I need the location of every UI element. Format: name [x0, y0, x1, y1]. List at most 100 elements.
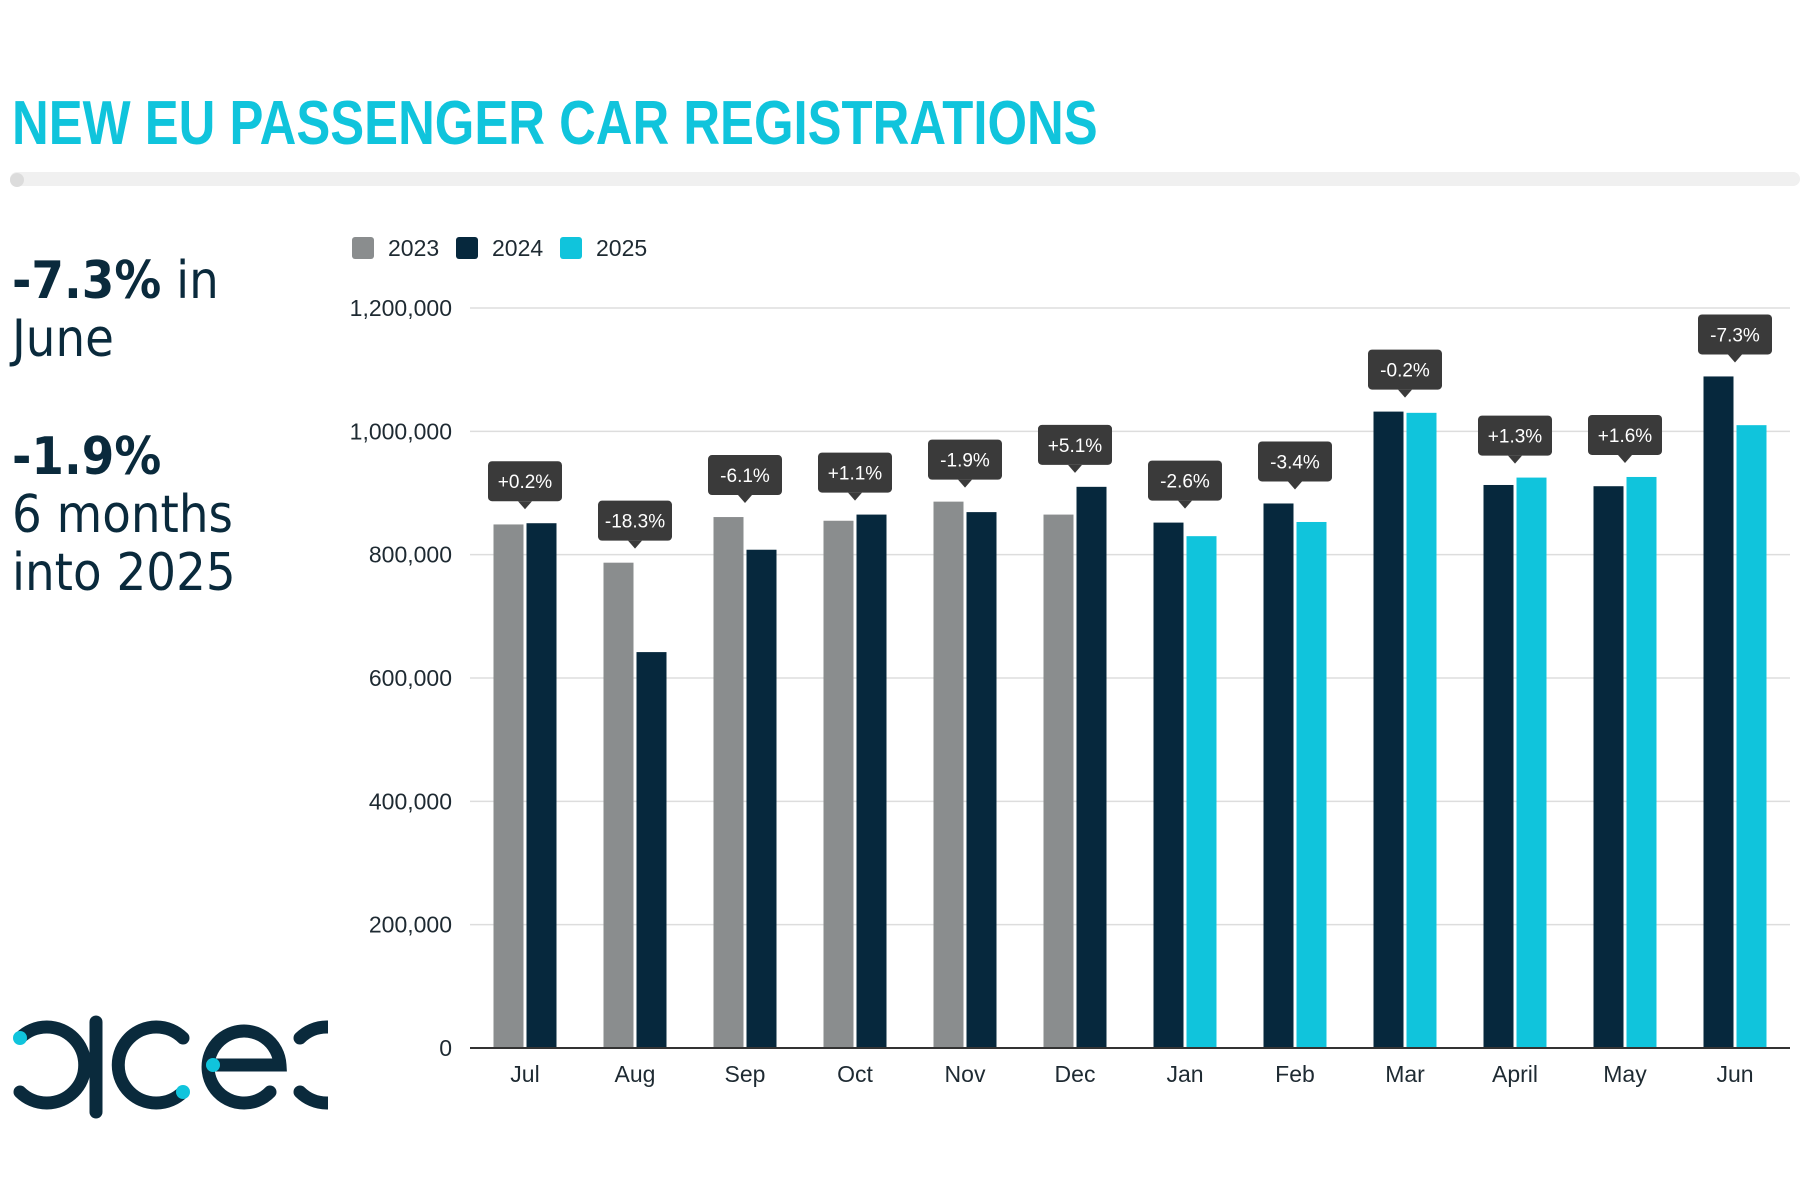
change-badge: -7.3%: [1698, 314, 1772, 363]
x-tick-label: Nov: [945, 1061, 986, 1087]
legend-label-2023: 2023: [388, 235, 439, 261]
change-badge-pointer: [1178, 500, 1192, 509]
change-badge: +1.1%: [818, 452, 892, 501]
change-badge-pointer: [848, 492, 862, 501]
x-tick-label: Aug: [615, 1061, 656, 1087]
page-title: NEW EU PASSENGER CAR REGISTRATIONS: [12, 89, 1098, 158]
change-badge-label: -2.6%: [1160, 472, 1210, 493]
chart-axes: 0 200,000 400,000 600,000 800,000 1,000,000 1,…: [350, 295, 1790, 1087]
change-badge: +1.6%: [1588, 414, 1662, 463]
change-badge-box: [598, 500, 672, 541]
change-badge-label: -0.2%: [1380, 361, 1430, 382]
change-badge-box: [708, 455, 782, 496]
y-tick-label: 400,000: [369, 788, 452, 814]
legend-swatch-2024: [456, 237, 478, 259]
bar-2024-feb: [1263, 503, 1294, 1048]
change-badge: -2.6%: [1148, 460, 1222, 509]
change-badge-box: [928, 439, 1002, 480]
bar-2025-jan: [1186, 536, 1217, 1048]
change-badge-label: -18.3%: [605, 512, 665, 533]
legend-swatch-2023: [352, 237, 374, 259]
title-divider-dot: [10, 173, 24, 187]
change-badge-label: +1.1%: [828, 464, 883, 485]
change-badge-box: [1038, 424, 1112, 465]
bar-2024-dec: [1076, 486, 1107, 1048]
change-badge-label: -7.3%: [1710, 325, 1760, 346]
x-tick-label: Sep: [725, 1061, 766, 1087]
x-tick-label: Jul: [510, 1061, 539, 1087]
x-tick-label: Dec: [1055, 1061, 1096, 1087]
chart-gridlines: [470, 307, 1790, 926]
change-badge-label: +5.1%: [1048, 436, 1103, 457]
bar-2024-jul: [526, 523, 557, 1048]
change-badge: -6.1%: [708, 455, 782, 504]
chart-legend: 2023 2024 2025: [352, 235, 647, 261]
y-tick-label: 600,000: [369, 665, 452, 691]
june-change-stat: -7.3% in June: [12, 252, 219, 368]
y-tick-label: 0: [439, 1035, 452, 1061]
change-badge: -1.9%: [928, 439, 1002, 488]
change-badge-box: [1148, 460, 1222, 501]
change-badge-box: [1258, 441, 1332, 482]
change-badge: +1.3%: [1478, 415, 1552, 464]
change-badge-box: [818, 452, 892, 493]
change-badge-label: -1.9%: [940, 451, 990, 472]
change-badge-label: +0.2%: [498, 472, 553, 493]
x-tick-label: Jun: [1716, 1061, 1753, 1087]
bar-2023-oct: [823, 520, 854, 1048]
change-badge-label: +1.6%: [1598, 426, 1653, 447]
june-change-suffix: in: [161, 251, 219, 311]
bar-2024-jun: [1703, 376, 1734, 1048]
chart-annotations: +0.2% -18.3% -6.1% +1.1% -1.9% +5.1% -2.6% -3.4…: [488, 314, 1772, 549]
bar-2024-jan: [1153, 522, 1184, 1048]
y-tick-label: 1,000,000: [350, 418, 452, 444]
change-badge: -0.2%: [1368, 349, 1442, 398]
change-badge-box: [1588, 414, 1662, 455]
bar-2024-oct: [856, 514, 887, 1048]
june-change-label: June: [12, 309, 114, 369]
bar-2025-feb: [1296, 521, 1327, 1048]
bar-2023-aug: [603, 562, 634, 1048]
bar-2023-sep: [713, 517, 744, 1048]
y-tick-label: 1,200,000: [350, 295, 452, 321]
bar-2025-jun: [1736, 425, 1767, 1049]
change-badge-pointer: [1288, 481, 1302, 490]
x-tick-label: Oct: [837, 1061, 873, 1087]
change-badge-label: +1.3%: [1488, 427, 1543, 448]
change-badge-label: -3.4%: [1270, 452, 1320, 473]
bar-2024-april: [1483, 484, 1514, 1048]
bar-2025-may: [1626, 476, 1657, 1048]
change-badge: +5.1%: [1038, 424, 1112, 473]
bar-2024-may: [1593, 486, 1624, 1048]
legend-swatch-2025: [560, 237, 582, 259]
bar-2024-aug: [636, 652, 667, 1048]
bar-2025-april: [1516, 477, 1547, 1048]
change-badge-pointer: [1618, 454, 1632, 463]
change-badge: -18.3%: [598, 500, 672, 549]
legend-label-2025: 2025: [596, 235, 647, 261]
x-tick-label: May: [1603, 1061, 1647, 1087]
change-badge-pointer: [1068, 464, 1082, 473]
change-badge-pointer: [1398, 389, 1412, 398]
x-tick-label: April: [1492, 1061, 1538, 1087]
acea-logo: acea: [13, 1015, 328, 1119]
bar-2023-jul: [493, 524, 524, 1048]
change-badge-box: [488, 461, 562, 502]
ytd-change-value: -1.9%: [12, 427, 162, 487]
change-badge-pointer: [958, 479, 972, 488]
y-tick-label: 800,000: [369, 542, 452, 568]
chart-bars: [493, 376, 1767, 1049]
bar-2024-nov: [966, 512, 997, 1048]
bar-2024-mar: [1373, 411, 1404, 1049]
change-badge-label: -6.1%: [720, 466, 770, 487]
change-badge-pointer: [1508, 455, 1522, 464]
ytd-change-label-1: 6 months: [12, 485, 233, 545]
title-divider: [10, 172, 1800, 186]
legend-label-2024: 2024: [492, 235, 543, 261]
bar-2024-sep: [746, 549, 777, 1048]
change-badge-pointer: [1728, 354, 1742, 363]
change-badge: +0.2%: [488, 461, 562, 510]
bar-2025-mar: [1406, 412, 1437, 1048]
change-badge-box: [1698, 314, 1772, 355]
